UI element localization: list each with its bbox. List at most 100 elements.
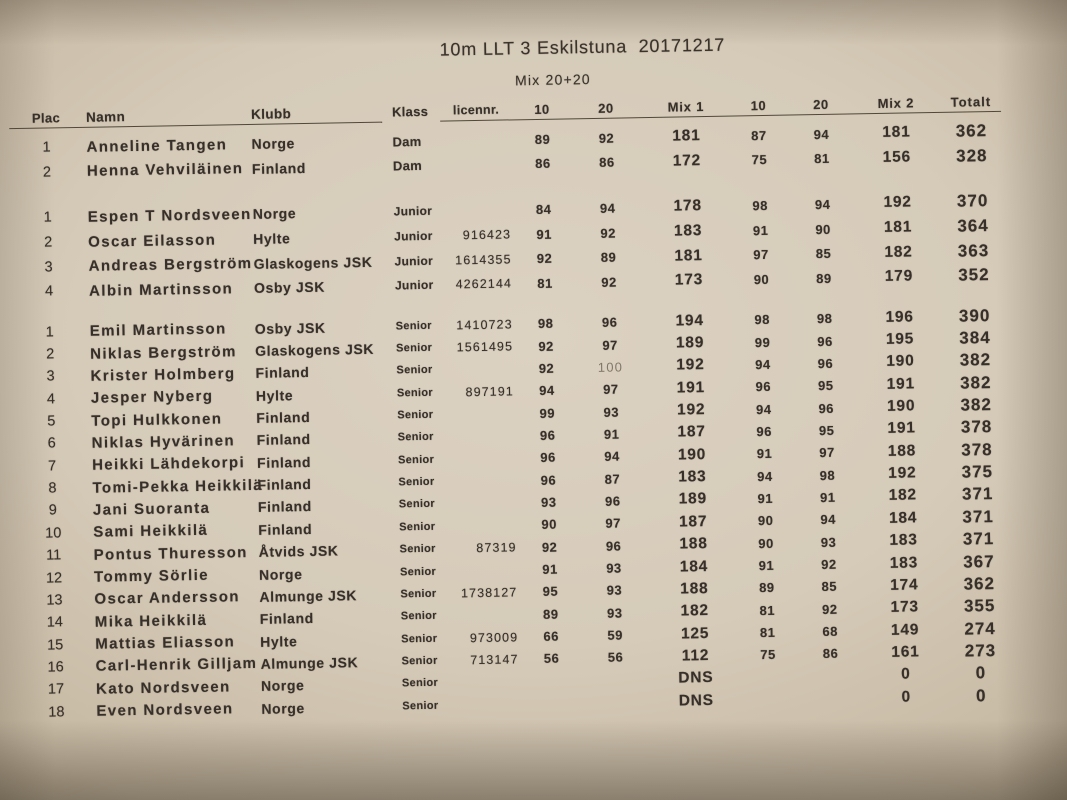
cell-20-first: 96	[601, 314, 618, 331]
cell-mix1: 188	[679, 535, 708, 553]
cell-mix2: 0	[901, 688, 912, 706]
cell-mix1: 181	[674, 246, 703, 265]
cell-klubb: Finland	[256, 453, 312, 471]
cell-20-second	[796, 698, 866, 699]
cell-licennr	[460, 614, 522, 615]
cell-mix2: 156	[882, 148, 912, 166]
cell-20-first: 94	[604, 448, 620, 465]
cell-namn: Espen T Nordsveen	[87, 205, 252, 226]
cell-namn: Niklas Hyvärinen	[91, 432, 236, 452]
cell-10-first: 92	[541, 539, 558, 555]
cell-20-second: 85	[815, 246, 832, 262]
cell-mix1: 192	[676, 401, 706, 419]
cell-licennr	[459, 570, 521, 571]
cell-plac: 8	[48, 480, 57, 497]
cell-licennr	[461, 682, 523, 683]
cell-10-second: 91	[756, 446, 773, 462]
cell-plac: 16	[47, 659, 64, 676]
cell-20-second: 90	[815, 221, 831, 237]
cell-10-first: 92	[538, 338, 554, 354]
cell-10-second: 91	[752, 222, 769, 238]
cell-plac: 2	[45, 346, 55, 363]
cell-10-second: 98	[752, 197, 769, 214]
cell-licennr	[453, 210, 515, 211]
cell-mix1: 181	[672, 127, 701, 145]
cell-klass: Senior	[396, 341, 433, 355]
cell-licennr	[456, 413, 518, 414]
cell-mix1: 189	[675, 334, 705, 352]
cell-totalt: 378	[960, 417, 993, 438]
cell-namn: Albin Martinsson	[88, 280, 234, 300]
cell-klass: Senior	[402, 699, 439, 712]
cell-klubb: Almunge JSK	[259, 587, 358, 605]
cell-totalt: 362	[963, 573, 996, 594]
cell-plac: 3	[44, 259, 53, 276]
cell-namn: Jani Suoranta	[92, 499, 211, 519]
cell-mix1: DNS	[678, 669, 714, 687]
cell-10-first: 91	[536, 226, 553, 242]
cell-20-first: 97	[602, 337, 618, 353]
cell-klubb: Finland	[251, 159, 307, 177]
cell-klubb: Norge	[258, 565, 303, 583]
cell-mix2: 182	[888, 486, 918, 505]
cell-mix1: 184	[679, 557, 709, 576]
cell-klass: Dam	[392, 133, 422, 150]
cell-plac: 17	[47, 681, 65, 698]
cell-licennr: 1561495	[456, 339, 514, 355]
cell-licennr	[457, 436, 519, 437]
cell-mix2: 0	[901, 665, 911, 683]
cell-klass: Senior	[398, 475, 435, 489]
cell-totalt: 0	[975, 663, 987, 683]
cell-plac: 6	[47, 435, 56, 452]
cell-20-first: 92	[601, 274, 617, 290]
cell-20-first: 93	[603, 404, 620, 420]
cell-licennr: 973009	[469, 629, 519, 645]
cell-10-first: 99	[539, 405, 556, 421]
cell-klubb: Hylte	[255, 387, 294, 404]
cell-totalt: 375	[961, 462, 994, 482]
cell-plac: 2	[44, 234, 53, 251]
cell-namn: Mika Heikkilä	[94, 611, 208, 631]
cell-licennr	[457, 458, 519, 459]
cell-klass: Senior	[396, 364, 433, 377]
cell-20-first: 91	[603, 426, 620, 442]
cell-20-second: 98	[816, 311, 833, 327]
cell-10-second: 94	[755, 401, 772, 417]
cell-namn: Mattias Eliasson	[95, 633, 236, 653]
column-header-klubb: Klubb	[250, 105, 292, 122]
cell-20-second: 97	[819, 445, 835, 461]
cell-20-first: 87	[604, 471, 621, 487]
cell-20-second: 68	[822, 623, 838, 640]
class-group-dam: 1 Anneline Tangen Norge Dam 89 92 181 87…	[21, 119, 1007, 185]
cell-10-first: 90	[541, 516, 558, 533]
cell-totalt: 371	[962, 506, 994, 527]
cell-totalt: 382	[960, 395, 993, 415]
cell-licennr: 1738127	[460, 585, 518, 601]
cell-totalt: 355	[963, 596, 996, 616]
cell-klass: Senior	[398, 498, 435, 511]
cell-20-second: 85	[821, 579, 838, 595]
cell-10-second: 94	[755, 356, 771, 373]
cell-totalt: 274	[964, 618, 996, 639]
cell-licennr	[458, 525, 520, 526]
cell-10-second: 97	[753, 247, 769, 263]
cell-plac: 14	[46, 614, 64, 631]
cell-plac: 4	[46, 391, 56, 408]
cell-mix1: 182	[680, 602, 710, 620]
cell-totalt: 378	[961, 439, 993, 460]
cell-mix1: 191	[676, 378, 706, 397]
cell-20-second	[796, 676, 866, 677]
cell-namn: Emil Martinsson	[89, 320, 227, 341]
cell-namn: Tommy Sörlie	[93, 566, 210, 586]
cell-klass: Senior	[397, 431, 434, 444]
cell-20-first: 97	[605, 515, 622, 532]
cell-namn: Topi Hulkkonen	[91, 410, 223, 430]
cell-totalt: 384	[959, 328, 991, 348]
cell-mix2: 184	[888, 509, 918, 527]
cell-10-second: 91	[757, 490, 774, 507]
cell-klubb: Finland	[259, 610, 314, 628]
cell-mix2: 182	[884, 243, 913, 261]
cell-plac: 1	[42, 139, 51, 156]
cell-klubb: Finland	[258, 520, 313, 538]
cell-20-second: 95	[818, 422, 835, 439]
